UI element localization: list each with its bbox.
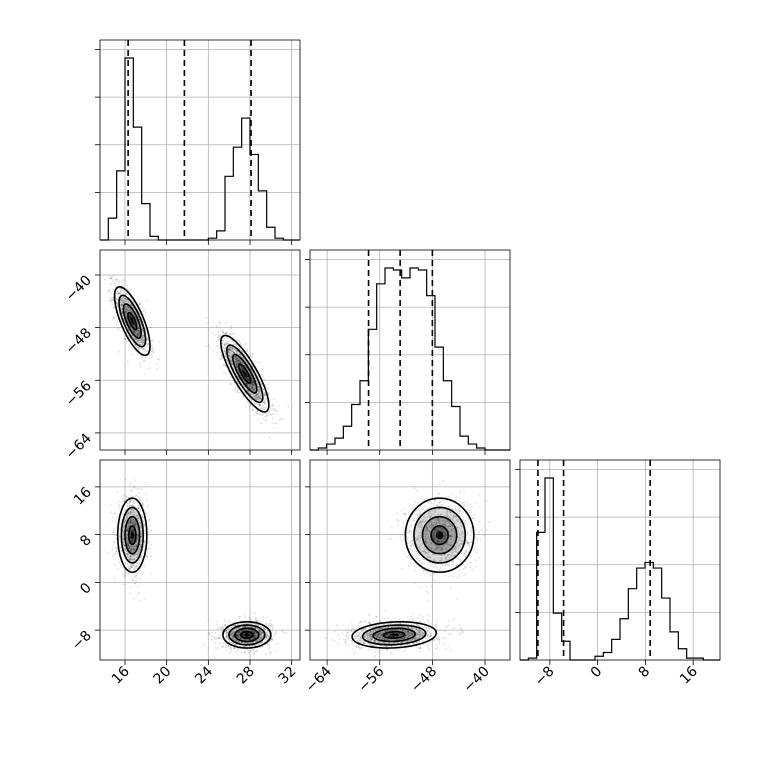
histogram-layer [100, 40, 720, 661]
contour-0-0-3 [113, 286, 151, 357]
xtick-label-1-2: −48 [408, 664, 440, 696]
contour-0-0-2 [118, 294, 147, 348]
hist-frame-0 [99, 39, 301, 241]
histogram-panel-2 [520, 460, 720, 661]
ytick-label-2-3: 16 [71, 484, 95, 508]
density-peak-1-1 [244, 633, 250, 637]
contour-0-1-2 [226, 344, 264, 404]
contour-0-1-3 [220, 334, 270, 413]
density-peak-0-1 [242, 369, 248, 378]
density-peak-0-0 [130, 317, 135, 325]
pair-frame-0 [99, 249, 301, 451]
xtick-label-0-3: 28 [234, 664, 258, 688]
ytick-label-1-3: −40 [63, 273, 95, 305]
histogram-panel-0 [100, 40, 300, 241]
frame-layer [99, 39, 721, 661]
ytick-label-1-0: −64 [63, 430, 95, 462]
ytick-label-1-1: −56 [63, 378, 95, 410]
histogram-step-1 [310, 267, 510, 451]
contour-2-0-2 [413, 506, 467, 564]
scatter-panel-2 [324, 479, 492, 658]
ytick-label-2-1: 0 [77, 580, 95, 598]
histogram-panel-1 [310, 250, 510, 451]
xtick-label-2-0: −8 [532, 664, 558, 690]
contour-1-1-3 [222, 620, 272, 649]
xtick-label-2-2: 8 [636, 664, 654, 682]
contour-panel-1 [116, 497, 272, 649]
histogram-step-2 [520, 477, 720, 661]
contour-0-1-0 [238, 363, 252, 385]
xtick-label-1-1: −56 [355, 663, 387, 695]
ytick-label-1-2: −48 [63, 325, 95, 357]
contour-0-0-0 [127, 311, 138, 331]
tick-layer: 16 20 24 28 32 −64 −56 −48 −40 −8 0 8 16−64−56−48−40… [63, 49, 701, 696]
contour-0-0-1 [122, 303, 142, 339]
pair-frame-2 [309, 459, 511, 661]
contour-2-0-0 [430, 525, 449, 546]
pair-frame-1 [99, 459, 301, 661]
density-peak-2-1 [389, 633, 399, 637]
ytick-label-2-2: 8 [77, 532, 95, 550]
xtick-label-0-4: 32 [276, 664, 300, 688]
hist-frame-1 [309, 249, 511, 451]
density-layer [114, 286, 474, 649]
contour-2-0-3 [404, 497, 475, 574]
contour-2-1-3 [351, 620, 438, 649]
xtick-label-1-3: −40 [461, 664, 493, 696]
xtick-label-1-0: −64 [303, 663, 335, 695]
density-panel-0 [114, 286, 269, 412]
contour-1-1-0 [240, 630, 254, 640]
contour-1-0-3 [116, 497, 148, 574]
ytick-label-2-0: −8 [69, 628, 95, 654]
xtick-label-0-1: 20 [151, 664, 175, 688]
xtick-label-0-0: 16 [109, 663, 133, 687]
contour-1-0-2 [120, 506, 145, 564]
histogram-step-0 [100, 57, 300, 241]
xtick-label-2-1: 0 [588, 664, 606, 682]
density-peak-2-0 [435, 531, 444, 540]
contour-2-1-2 [361, 624, 427, 646]
contour-1-0-1 [124, 515, 141, 555]
xtick-label-2-3: 16 [677, 663, 701, 687]
contour-panel-0 [113, 286, 270, 413]
xtick-label-0-2: 24 [192, 663, 216, 687]
contour-2-1-1 [372, 627, 417, 643]
contour-layer [113, 286, 475, 649]
density-peak-1-0 [130, 531, 134, 540]
hist-frame-2 [519, 459, 721, 661]
contour-panel-2 [351, 497, 475, 649]
contour-2-1-0 [382, 630, 406, 640]
contour-1-1-1 [234, 627, 260, 643]
contour-2-0-1 [421, 515, 458, 555]
grid-layer [100, 40, 720, 660]
contour-1-0-0 [127, 525, 137, 546]
contour-1-1-2 [228, 624, 266, 646]
contour-0-1-1 [232, 353, 258, 394]
